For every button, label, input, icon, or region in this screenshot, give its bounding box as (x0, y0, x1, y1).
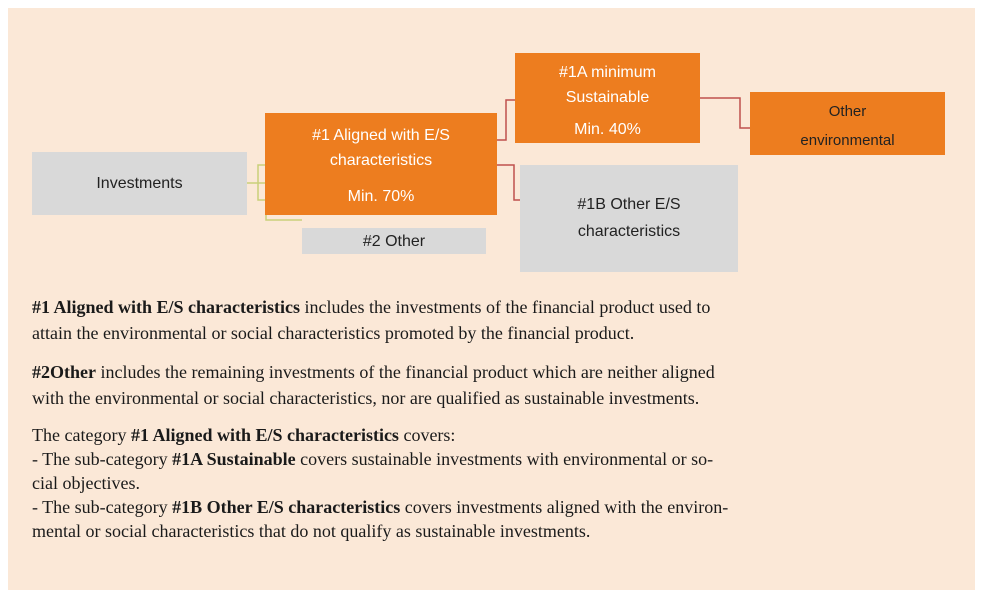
text-run: - The sub-category (32, 449, 172, 469)
node-label: Sustainable (566, 89, 650, 106)
node-label: #1A minimum (559, 64, 656, 81)
text-run: The category (32, 425, 131, 445)
node-label: environmental (800, 132, 894, 149)
node-label: #2 Other (363, 233, 426, 250)
text-run: includes the remaining investments of th… (96, 362, 715, 382)
connector (497, 99, 515, 141)
node: Other environmental (750, 92, 945, 155)
paragraph-line: with the environmental or social charact… (32, 388, 699, 408)
paragraph-line: mental or social characteristics that do… (32, 521, 590, 541)
node: #1 Aligned with E/S characteristics Min. 7… (265, 113, 497, 215)
node-box (750, 92, 945, 155)
node-label: Min. 40% (574, 121, 641, 138)
node-label: characteristics (578, 223, 680, 240)
node-box (520, 165, 738, 272)
node: #1A minimum Sustainable Min. 40% (515, 53, 700, 143)
text-run: covers: (399, 425, 455, 445)
paragraph-line: cial objectives. (32, 473, 140, 493)
paragraph-line: The category #1 Aligned with E/S charact… (32, 425, 455, 445)
node-box (265, 113, 497, 215)
text-run: with the environmental or social charact… (32, 388, 699, 408)
text-run: cial objectives. (32, 473, 140, 493)
node-label: Investments (96, 175, 182, 192)
node: #2 Other (302, 228, 486, 254)
text-run: #1B Other E/S characteristics (172, 497, 400, 517)
paragraph-line: - The sub-category #1A Sustainable cover… (32, 449, 713, 469)
text-run: mental or social characteristics that do… (32, 521, 590, 541)
node-label: Min. 70% (348, 188, 415, 205)
text-run: #1 Aligned with E/S characteristics (32, 297, 300, 317)
text-run: - The sub-category (32, 497, 172, 517)
connector (497, 164, 520, 201)
text-run: #1A Sustainable (172, 449, 296, 469)
nodes: Investments #1 Aligned with E/S characteri… (32, 53, 945, 272)
node-label: #1 Aligned with E/S (312, 127, 450, 144)
paragraph-line: - The sub-category #1B Other E/S charact… (32, 497, 728, 517)
text-run: attain the environmental or social chara… (32, 323, 634, 343)
text-run: includes the investments of the financia… (300, 297, 710, 317)
paragraph-line: #1 Aligned with E/S characteristics incl… (32, 297, 710, 317)
connector (700, 97, 750, 129)
text-run: #2Other (32, 362, 96, 382)
paragraph-line: #2Other includes the remaining investmen… (32, 362, 715, 382)
connector (247, 164, 265, 184)
node-box (302, 228, 486, 254)
node-box (32, 152, 247, 215)
text-run: #1 Aligned with E/S characteristics (131, 425, 399, 445)
text-run: covers sustainable investments with envi… (296, 449, 713, 469)
node: Investments (32, 152, 247, 215)
node-label: Other (829, 103, 867, 120)
text-run: covers investments aligned with the envi… (400, 497, 728, 517)
paragraph-line: attain the environmental or social chara… (32, 323, 634, 343)
node-label: #1B Other E/S (577, 196, 680, 213)
connector (257, 183, 265, 201)
paragraphs: #1 Aligned with E/S characteristics incl… (32, 297, 728, 541)
node-label: characteristics (330, 152, 432, 169)
node: #1B Other E/S characteristics (520, 165, 738, 272)
node-box (515, 53, 700, 143)
